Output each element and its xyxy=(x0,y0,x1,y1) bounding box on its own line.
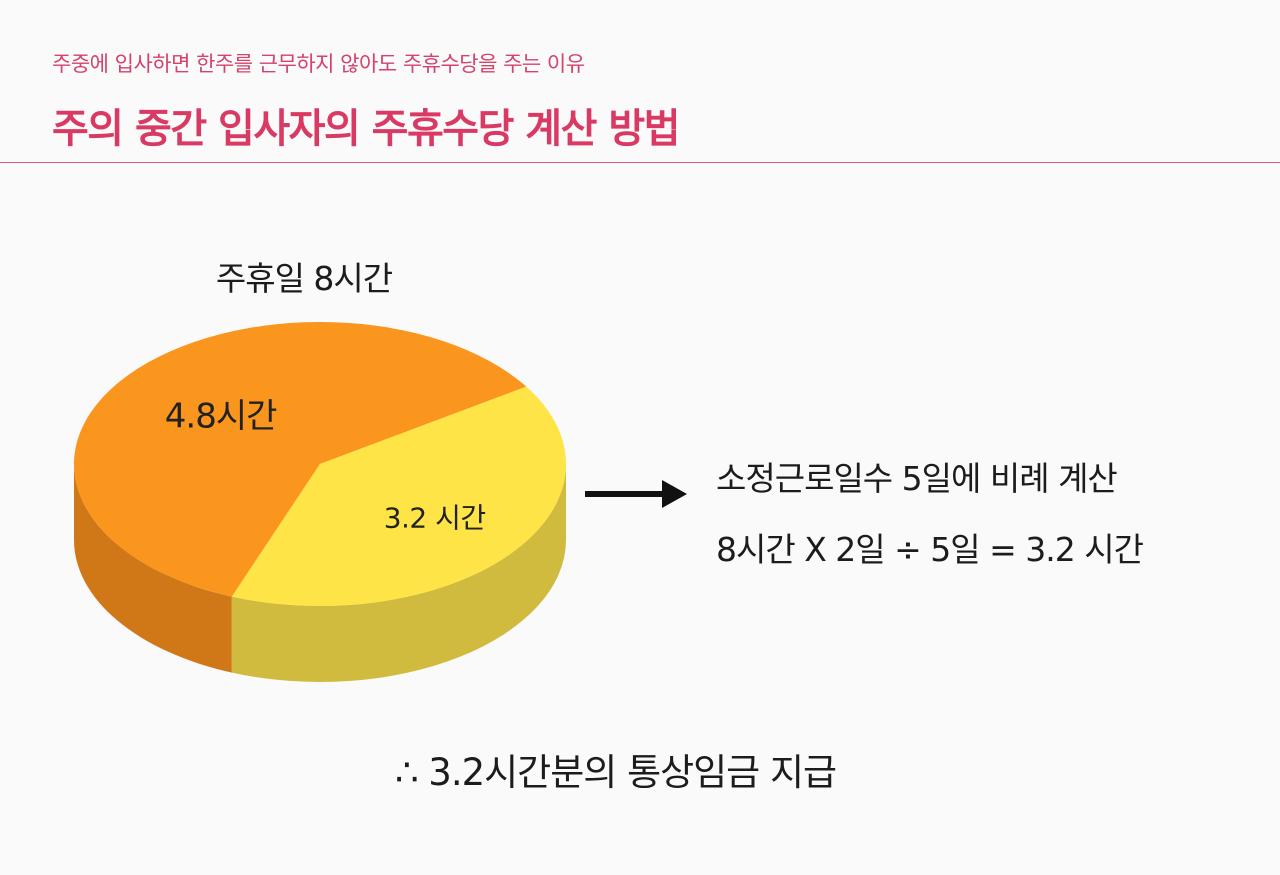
slice-label-1: 3.2 시간 xyxy=(384,502,486,535)
pie-slice-1 xyxy=(231,386,567,607)
page-subtitle: 주중에 입사하면 한주를 근무하지 않아도 주휴수당을 주는 이유 xyxy=(52,52,585,76)
header-divider xyxy=(0,162,1280,163)
pie-sides xyxy=(74,464,566,682)
pie-slice-0 xyxy=(74,322,527,597)
page-title: 주의 중간 입사자의 주휴수당 계산 방법 xyxy=(52,106,680,152)
pie-labels: 4.8시간 3.2 시간 xyxy=(165,397,486,535)
arrow-icon xyxy=(585,480,687,508)
chart-title: 주휴일 8시간 xyxy=(216,259,393,298)
explanation-line-1: 소정근로일수 5일에 비례 계산 xyxy=(716,459,1118,498)
pie-side-1 xyxy=(231,464,566,682)
explanation-line-2: 8시간 X 2일 ÷ 5일 = 3.2 시간 xyxy=(716,530,1144,569)
conclusion-text: ∴ 3.2시간분의 통상임금 지급 xyxy=(395,751,837,794)
slice-label-0: 4.8시간 xyxy=(165,397,277,437)
pie-tops xyxy=(74,322,567,607)
pie-side-0 xyxy=(74,464,232,673)
